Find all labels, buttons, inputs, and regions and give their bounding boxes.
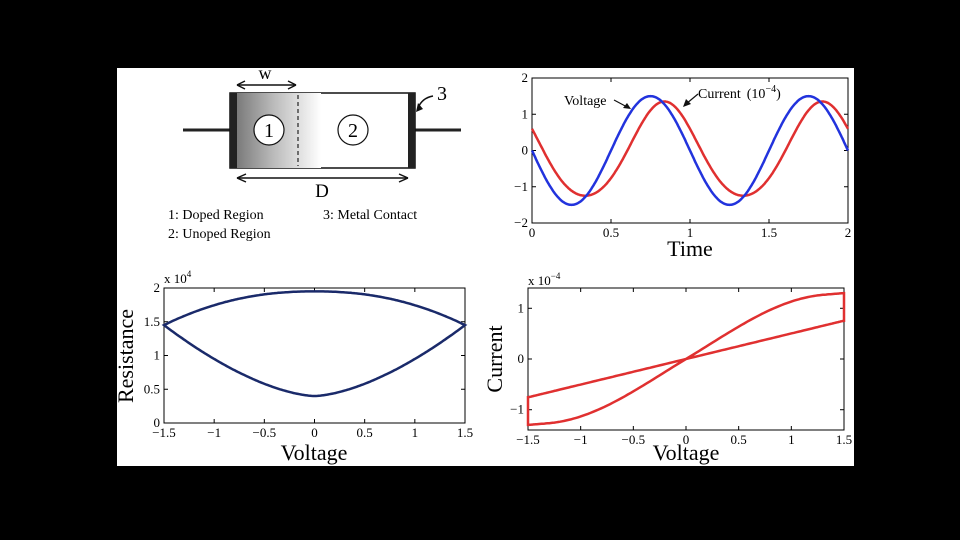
- current-xtick-label: 0: [683, 432, 690, 447]
- resistance-ytick-label: 2: [154, 280, 161, 295]
- current-hysteresis-loop: [526, 291, 846, 427]
- voltage-legend-arrowhead: [623, 103, 631, 109]
- current-xtick-label: −1.5: [516, 432, 540, 447]
- current-xtick-label: 1: [788, 432, 795, 447]
- resistance-xtick-label: −1.5: [152, 425, 176, 440]
- legend-doped-region: 1: Doped Region: [168, 208, 264, 223]
- current-chart: x 10−4 1 0 −1 −1.5 −1 −0.5 0 0.5 1 1.5 Voltage C…: [482, 271, 852, 465]
- region2-number: 2: [348, 120, 358, 142]
- current-xlabel: Voltage: [653, 440, 720, 465]
- figure-svg: 1 2 w D 3 1: Doped Region 2: Unoped Regi…: [117, 68, 852, 465]
- resistance-xlabel: Voltage: [281, 440, 348, 465]
- resistance-ylabel: Resistance: [117, 309, 138, 403]
- time-y-ticks: 2 1 0 −1 −2: [514, 70, 848, 230]
- right-contact: [408, 93, 415, 168]
- current-line: [530, 100, 850, 197]
- resistance-ytick-label: 0.5: [144, 381, 160, 396]
- resistance-xtick-label: 0.5: [357, 425, 373, 440]
- legend-undoped-region: 2: Unoped Region: [168, 227, 271, 242]
- region1-circle: [253, 114, 285, 146]
- width-arrowheads: [236, 80, 297, 90]
- figure-panel: 1 2 w D 3 1: Doped Region 2: Unoped Regi…: [117, 68, 854, 466]
- left-contact: [230, 93, 237, 168]
- current-legend-arrowhead: [683, 99, 691, 107]
- resistance-ytick-label: 1: [154, 348, 161, 363]
- resistance-xtick-label: 1: [412, 425, 419, 440]
- time-xlabel: Time: [667, 236, 713, 261]
- current-xtick-label: 0.5: [731, 432, 747, 447]
- current-legend-label: Current (10−4): [698, 84, 781, 102]
- resistance-ytick-label: 0: [154, 415, 161, 430]
- resistance-loop: [161, 290, 468, 398]
- current-ylabel: Current: [482, 325, 507, 392]
- time-ytick-label: 2: [522, 70, 529, 85]
- resistance-xtick-label: −1: [207, 425, 221, 440]
- current-multiplier: x 10−4: [528, 271, 561, 288]
- current-ytick-label: 0: [518, 351, 525, 366]
- width-label: w: [259, 68, 272, 83]
- time-xtick-label: 0: [529, 225, 536, 240]
- current-ytick-label: 1: [518, 300, 525, 315]
- time-ytick-label: 1: [522, 106, 529, 121]
- region1-number: 1: [264, 120, 274, 142]
- resistance-x-ticks: −1.5 −1 −0.5 0 0.5 1 1.5: [152, 288, 473, 440]
- voltage-line: [530, 94, 850, 207]
- time-chart: 210−1−2 0 0.5 1 1.5 2 Voltage Current (10−4) …: [514, 70, 851, 261]
- voltage-legend-label: Voltage: [564, 94, 607, 109]
- current-xtick-label: 1.5: [836, 432, 852, 447]
- resistance-ytick-label: 1.5: [144, 314, 160, 329]
- resistance-xtick-label: 1.5: [457, 425, 473, 440]
- time-x-ticks: 0 0.5 1 1.5 2: [529, 78, 852, 240]
- resistance-y-ticks: 2 1.5 1 0.5 0: [144, 280, 465, 430]
- current-xtick-label: −0.5: [622, 432, 646, 447]
- time-xtick-label: 2: [845, 225, 852, 240]
- time-xtick-label: 0.5: [603, 225, 619, 240]
- current-xtick-label: −1: [574, 432, 588, 447]
- current-ytick-label: −1: [510, 402, 524, 417]
- time-xtick-label: 1.5: [761, 225, 777, 240]
- current-legend: Current (10−4): [683, 84, 781, 107]
- time-ytick-label: −2: [514, 215, 528, 230]
- current-x-ticks: −1.5 −1 −0.5 0 0.5 1 1.5: [516, 288, 852, 447]
- resistance-chart: x 104 2 1.5 1 0.5 0 −1.5 −1 −0.5 0 0.5 1 1.5 Volta…: [117, 269, 473, 465]
- time-ytick-label: 0: [522, 143, 529, 158]
- region2-circle: [337, 114, 369, 146]
- memristor-diagram: 1 2 w D 3 1: Doped Region 2: Unoped Regi…: [168, 68, 461, 242]
- resistance-multiplier: x 104: [164, 269, 192, 286]
- length-label: D: [315, 181, 329, 202]
- length-arrowheads: [236, 173, 409, 183]
- resistance-xtick-label: −0.5: [253, 425, 277, 440]
- current-y-ticks: 1 0 −1: [510, 300, 844, 417]
- legend-metal-contact: 3: Metal Contact: [323, 208, 417, 223]
- contact-pointer-head: [416, 103, 423, 112]
- contact-number: 3: [437, 83, 447, 105]
- time-ytick-label: −1: [514, 179, 528, 194]
- resistance-xtick-label: 0: [311, 425, 318, 440]
- time-xtick-label: 1: [687, 225, 694, 240]
